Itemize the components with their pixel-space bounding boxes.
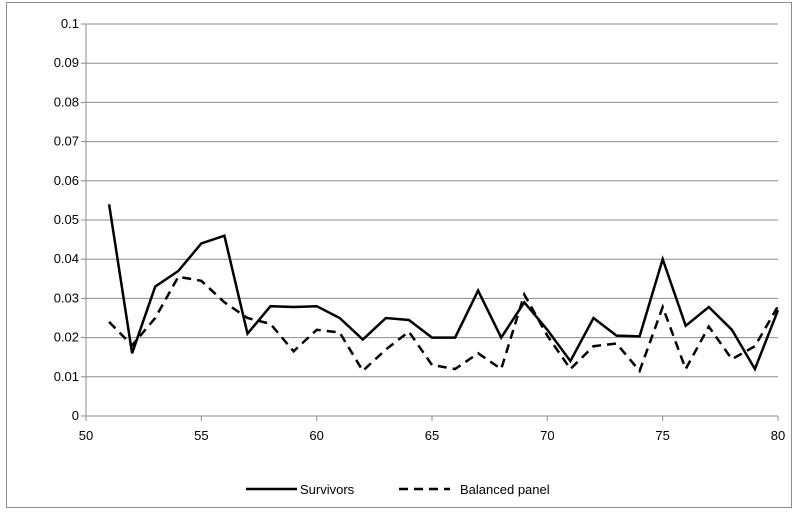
x-tick-label: 50 [79, 428, 93, 443]
x-tick-label: 60 [309, 428, 323, 443]
y-tick-label: 0.09 [54, 55, 79, 70]
legend-label-survivors: Survivors [300, 482, 355, 497]
y-tick-label: 0.08 [54, 94, 79, 109]
series-line-survivors [107, 204, 780, 372]
y-tick-label: 0.07 [54, 134, 79, 149]
x-tick-label: 80 [771, 428, 785, 443]
series-line-balanced-panel [108, 275, 780, 374]
y-axis-tick-labels: 0 0.01 0.02 0.03 0.04 0.05 0.06 0.07 0.08 0.09 0.1 [54, 16, 79, 423]
y-tick-label: 0.1 [61, 16, 79, 31]
grid-lines [86, 23, 778, 378]
y-tick-label: 0.02 [54, 330, 79, 345]
legend-label-balanced-panel: Balanced panel [460, 482, 550, 497]
legend: Survivors Balanced panel [246, 482, 550, 497]
x-tick-label: 65 [425, 428, 439, 443]
y-tick-label: 0 [72, 408, 79, 423]
x-tick-label: 75 [655, 428, 669, 443]
y-tick-label: 0.04 [54, 251, 79, 266]
y-tick-label: 0.03 [54, 290, 79, 305]
x-tick-label: 55 [194, 428, 208, 443]
x-tick-label: 70 [540, 428, 554, 443]
chart-frame [6, 2, 792, 508]
y-tick-label: 0.05 [54, 212, 79, 227]
x-axis-tick-labels: 50 55 60 65 70 75 80 [79, 428, 785, 443]
y-tick-label: 0.01 [54, 369, 79, 384]
axes [81, 23, 779, 421]
y-tick-label: 0.06 [54, 173, 79, 188]
series-lines [107, 204, 780, 374]
